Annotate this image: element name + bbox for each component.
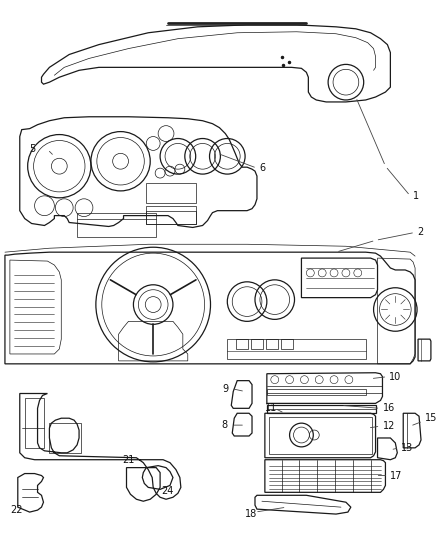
Text: 12: 12: [382, 421, 395, 431]
Bar: [266, 339, 278, 349]
Bar: [236, 339, 248, 349]
Bar: [267, 389, 366, 395]
Text: 9: 9: [223, 384, 229, 393]
Bar: [267, 406, 375, 413]
Bar: [146, 211, 196, 224]
Text: 1: 1: [413, 191, 419, 201]
Text: 24: 24: [161, 486, 173, 496]
Text: 15: 15: [425, 413, 438, 423]
Text: 5: 5: [30, 144, 36, 155]
Bar: [269, 417, 371, 454]
Text: 2: 2: [417, 228, 423, 237]
Text: 10: 10: [389, 372, 402, 382]
Bar: [25, 399, 45, 448]
Text: 11: 11: [265, 403, 277, 413]
Bar: [281, 339, 293, 349]
Bar: [146, 206, 196, 223]
Text: 13: 13: [401, 443, 413, 453]
Text: 18: 18: [245, 509, 258, 519]
Bar: [227, 339, 366, 359]
Bar: [49, 423, 81, 453]
Text: 8: 8: [221, 420, 227, 430]
Bar: [251, 339, 263, 349]
Text: 21: 21: [122, 455, 134, 465]
Text: 6: 6: [259, 163, 265, 173]
Bar: [146, 183, 196, 203]
Text: 17: 17: [390, 471, 403, 481]
Text: 22: 22: [10, 505, 22, 515]
Text: 16: 16: [382, 403, 395, 413]
Bar: [77, 213, 156, 237]
